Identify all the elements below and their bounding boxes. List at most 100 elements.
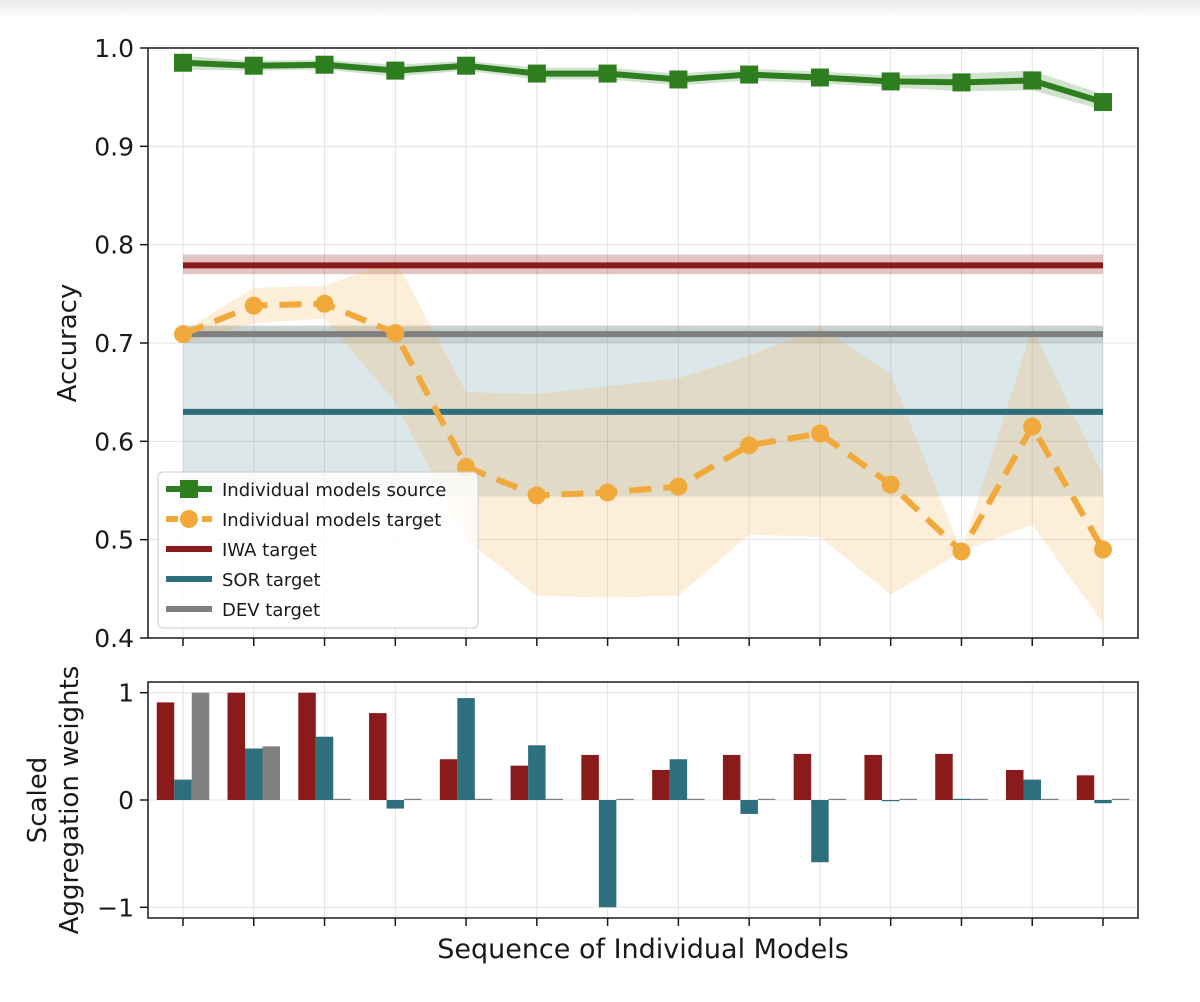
data-point-circle xyxy=(174,325,192,344)
legend-label: SOR target xyxy=(222,570,321,591)
data-point-square xyxy=(1094,93,1112,112)
window-top-shadow xyxy=(0,0,1200,18)
weight-bar xyxy=(1040,798,1059,800)
weight-bar xyxy=(227,692,246,800)
data-point-square xyxy=(810,68,829,87)
legend-swatch-marker xyxy=(180,480,198,498)
weight-bar xyxy=(952,798,971,800)
weight-bar xyxy=(899,798,917,800)
legend-label: Individual models target xyxy=(222,510,441,531)
legend-box xyxy=(157,471,479,629)
y-tick-label: 1.0 xyxy=(94,34,134,63)
y-tick-label: 0.4 xyxy=(94,624,134,653)
weight-bar xyxy=(1005,769,1024,800)
weight-bar xyxy=(510,765,529,800)
y-tick-label: 0.7 xyxy=(94,329,134,358)
weight-bar xyxy=(1076,775,1095,800)
accuracy-series xyxy=(174,53,1112,561)
y-tick-label: 1 xyxy=(118,679,134,708)
y-tick-label: 0.5 xyxy=(94,526,134,555)
data-point-circle xyxy=(952,542,971,561)
series-band xyxy=(183,259,1103,624)
weights-gridlines xyxy=(148,682,1138,918)
weight-bar xyxy=(439,759,458,800)
y-tick-label: 0.6 xyxy=(94,427,134,456)
y-tick-label: −1 xyxy=(97,893,134,922)
y-tick-label: 0 xyxy=(118,786,134,815)
legend-label: IWA target xyxy=(222,540,317,561)
legend-label: Individual models source xyxy=(222,480,446,501)
x-axis-label: Sequence of Individual Models xyxy=(437,934,849,965)
data-point-circle xyxy=(315,294,334,313)
data-point-square xyxy=(244,56,263,75)
weight-bar xyxy=(669,759,688,800)
weight-bar xyxy=(616,798,634,800)
weight-bar xyxy=(581,754,599,800)
weights-y-ticks: −1 0 1 xyxy=(97,679,148,922)
weight-bar xyxy=(652,769,670,800)
data-point-circle xyxy=(244,296,263,315)
weight-bar xyxy=(386,800,405,809)
weight-bar xyxy=(881,800,900,802)
y-tick-label: 0.9 xyxy=(94,132,134,161)
data-point-square xyxy=(457,56,476,75)
accuracy-y-ticks: 0.4 0.5 0.6 0.7 0.8 0.9 1.0 xyxy=(94,34,148,653)
data-point-circle xyxy=(598,483,617,502)
accuracy-axis-label: Accuracy xyxy=(53,284,83,403)
weight-bar xyxy=(262,746,281,800)
data-point-square xyxy=(952,73,971,92)
weight-bar xyxy=(191,692,210,800)
weight-bar xyxy=(970,798,988,800)
weight-bar xyxy=(474,798,493,800)
accuracy-x-ticks xyxy=(182,638,1104,646)
weight-bar xyxy=(1094,800,1112,804)
weight-bar xyxy=(740,800,758,814)
weights-bars xyxy=(156,692,1130,908)
weight-bar xyxy=(174,779,192,800)
data-point-square xyxy=(669,70,688,89)
data-point-circle xyxy=(457,457,476,476)
weight-bar xyxy=(864,754,882,800)
data-point-square xyxy=(386,61,405,80)
weight-bar xyxy=(598,800,617,908)
weight-bar xyxy=(1111,798,1130,800)
series-line xyxy=(181,300,1106,555)
accuracy-plot: 0.4 0.5 0.6 0.7 0.8 0.9 1.0 Accuracy Individua… xyxy=(53,34,1139,653)
data-point-square xyxy=(527,64,546,83)
weight-bar xyxy=(298,692,316,800)
weight-bar xyxy=(156,702,175,800)
data-point-circle xyxy=(881,475,900,494)
weight-bar xyxy=(757,798,776,800)
legend: Individual models source Individual model… xyxy=(157,471,479,629)
data-point-circle xyxy=(386,324,405,343)
weight-bar xyxy=(245,748,263,800)
weight-bar xyxy=(457,698,475,800)
weight-bar xyxy=(793,753,812,800)
legend-swatch-marker xyxy=(180,510,198,528)
weights-plot: −1 0 1 Scaled Aggregation weights Sequence… xyxy=(23,666,1139,965)
weight-bar xyxy=(935,753,953,800)
series-line xyxy=(182,59,1104,105)
weight-bar xyxy=(687,798,705,800)
legend-label: DEV target xyxy=(222,600,320,621)
data-point-square xyxy=(881,72,900,91)
data-point-circle xyxy=(740,436,759,455)
weight-bar xyxy=(369,713,387,800)
weight-bar xyxy=(828,798,847,800)
weight-bar xyxy=(722,754,741,800)
data-point-circle xyxy=(1023,417,1042,436)
data-point-circle xyxy=(527,486,546,505)
data-point-square xyxy=(740,65,759,84)
weight-bar xyxy=(528,745,546,800)
weight-bar xyxy=(333,798,351,800)
data-point-square xyxy=(598,64,617,83)
data-point-square xyxy=(315,55,334,74)
weight-bar xyxy=(404,798,422,800)
weight-bar xyxy=(315,736,334,800)
weight-bar xyxy=(545,798,564,800)
data-point-circle xyxy=(669,477,688,496)
weight-bar xyxy=(1023,779,1041,800)
target-lines xyxy=(183,262,1103,415)
weights-axis-label-line2: Aggregation weights xyxy=(55,666,85,935)
